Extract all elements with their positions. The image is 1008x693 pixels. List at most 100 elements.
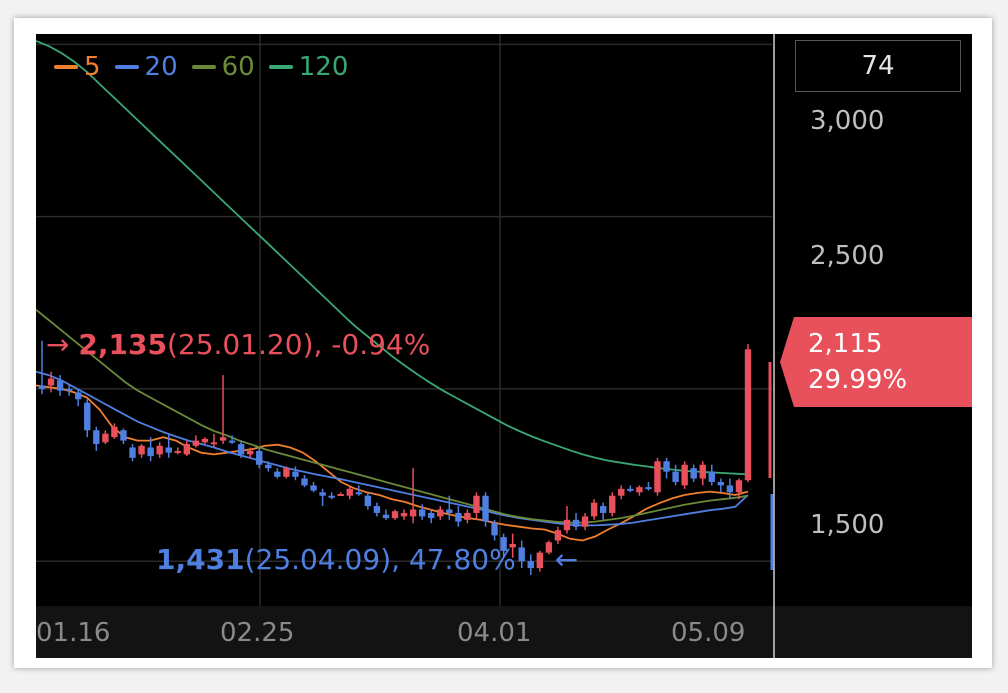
candle-body	[590, 502, 598, 517]
x-tick-label: 05.09	[671, 618, 746, 648]
current-price-flag: 2,115 29.99%	[780, 317, 972, 407]
candle-body	[699, 464, 706, 479]
legend-swatch-ma20	[114, 65, 139, 69]
candle-body	[572, 519, 580, 527]
x-axis-band	[36, 606, 972, 658]
candle-body	[346, 488, 353, 496]
candle-body	[355, 492, 362, 495]
candle-body	[500, 537, 507, 551]
y-tick-label: 1,500	[810, 510, 885, 540]
candle-body	[38, 385, 46, 389]
candle-body	[482, 495, 489, 522]
x-tick-label: 02.25	[220, 618, 295, 648]
candle-body	[527, 561, 534, 569]
candle-body	[554, 530, 562, 541]
legend-label-ma120: 120	[298, 52, 349, 82]
ma-line-20	[35, 370, 749, 527]
candle-body	[609, 495, 616, 513]
candle-body	[373, 506, 381, 513]
candle-body	[446, 509, 453, 513]
candle-body	[228, 440, 236, 443]
current-price-value: 2,115	[808, 329, 883, 359]
candle-body	[735, 480, 743, 493]
candle-body	[464, 512, 471, 520]
x-tick-label: 01.16	[36, 618, 111, 648]
candle-body	[138, 445, 145, 455]
candle-body	[581, 516, 589, 527]
right-arrow-icon: →	[46, 328, 70, 361]
y-tick-label: 3,000	[810, 106, 885, 136]
legend-item-ma120[interactable]: 120	[268, 50, 349, 84]
legend-swatch-ma60	[191, 65, 216, 69]
legend-swatch-ma120	[268, 65, 293, 69]
candle-body	[618, 488, 625, 496]
candle-body	[156, 445, 163, 455]
candle-body	[726, 485, 734, 493]
candle-body	[473, 495, 480, 513]
candle-body	[409, 509, 417, 517]
candle-body	[84, 402, 91, 431]
candle-body	[437, 509, 444, 517]
candle-body	[418, 509, 426, 517]
candle-body	[744, 349, 752, 481]
legend-item-ma20[interactable]: 20	[114, 50, 178, 84]
candle-body	[391, 511, 399, 519]
candle-body	[536, 552, 544, 569]
candle-body	[75, 392, 82, 400]
price-flag-shape	[780, 317, 972, 407]
candle-body	[292, 471, 299, 477]
candle-body	[337, 494, 344, 497]
candle-body	[274, 471, 281, 477]
candle-body	[165, 447, 172, 453]
ma-line-5	[35, 384, 749, 542]
max-price-value: 2,135	[78, 328, 167, 361]
candle-body	[219, 437, 227, 441]
candle-body	[518, 547, 525, 562]
legend-label-ma5: 5	[84, 52, 101, 82]
legend-item-ma60[interactable]: 60	[191, 50, 255, 84]
candle-body	[627, 488, 634, 491]
legend-label-ma60: 60	[221, 52, 255, 82]
ma-line-60	[35, 309, 749, 524]
candle-body	[708, 471, 715, 482]
candle-body	[174, 450, 181, 453]
candle-body	[183, 444, 191, 455]
candle-body	[672, 471, 679, 482]
candle-body	[102, 433, 109, 443]
max-price-annotation: → 2,135(25.01.20), -0.94%	[46, 328, 430, 361]
candle-body	[645, 487, 652, 490]
candle-body	[246, 450, 254, 455]
candle-body	[382, 514, 390, 519]
y-tick-label: 2,500	[810, 241, 885, 271]
candle-body	[599, 506, 607, 513]
candle-body	[120, 430, 127, 441]
current-price-change: 29.99%	[808, 365, 908, 395]
candle-body	[491, 523, 498, 536]
candle-body	[47, 378, 55, 386]
candle-body	[328, 495, 335, 498]
candle-body	[65, 388, 73, 391]
min-price-annotation: 1,431(25.04.09), 47.80% ←	[156, 543, 578, 576]
candle-body	[111, 426, 118, 438]
candle-body	[129, 447, 136, 458]
min-price-detail: (25.04.09), 47.80%	[244, 543, 516, 576]
candle-body	[428, 512, 435, 519]
candle-body	[237, 444, 245, 455]
candle-body	[147, 447, 154, 457]
candle-body	[545, 542, 553, 553]
ma-legend: 5 20 60 120	[54, 50, 348, 84]
candle-body	[201, 438, 209, 443]
max-price-detail: (25.01.20), -0.94%	[166, 328, 431, 361]
candle-body	[192, 440, 200, 446]
candle-body	[265, 464, 272, 469]
candle-body	[210, 442, 218, 445]
candle-body	[310, 485, 317, 491]
candle-body	[256, 450, 263, 465]
candle-body	[509, 543, 516, 548]
candle-body	[93, 430, 100, 445]
candle-body	[717, 481, 725, 486]
legend-item-ma5[interactable]: 5	[54, 50, 101, 84]
candle-body	[319, 492, 326, 496]
period-selector[interactable]: 74	[795, 40, 961, 92]
